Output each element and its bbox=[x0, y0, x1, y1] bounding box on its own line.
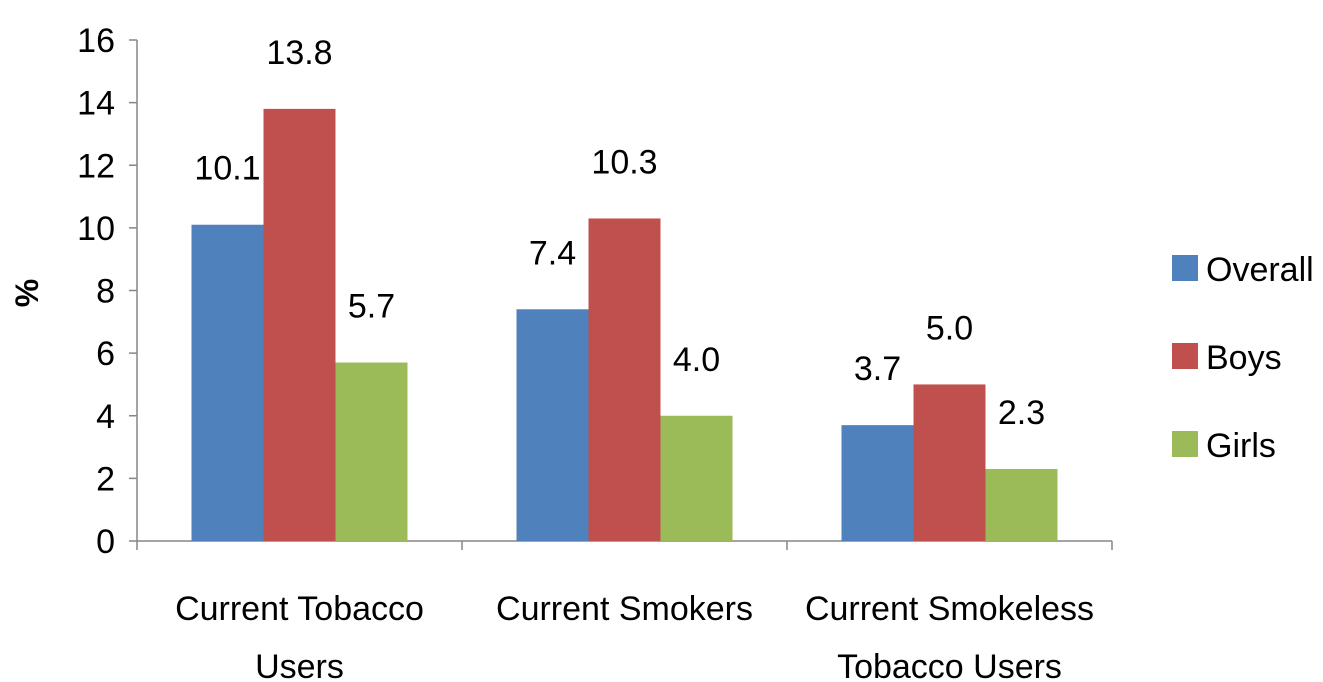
bar-overall bbox=[841, 425, 914, 541]
data-label: 5.0 bbox=[926, 309, 973, 347]
legend: Overall Boys Girls bbox=[1172, 251, 1314, 465]
bars bbox=[191, 108, 1058, 541]
bar-girls bbox=[985, 468, 1058, 541]
x-category-label: Current Smokeless bbox=[805, 590, 1094, 628]
y-tick-label: 14 bbox=[77, 85, 115, 123]
bar-boys bbox=[913, 384, 986, 541]
legend-label: Boys bbox=[1206, 339, 1282, 377]
bar-girls bbox=[335, 362, 408, 541]
legend-label: Overall bbox=[1206, 251, 1314, 289]
y-tick-label: 8 bbox=[96, 273, 115, 311]
legend-swatch-boys bbox=[1172, 343, 1198, 369]
data-label: 3.7 bbox=[854, 350, 901, 388]
bar-overall bbox=[516, 309, 589, 541]
data-labels: 10.1 13.8 5.7 7.4 10.3 4.0 3.7 5.0 2.3 bbox=[194, 34, 1045, 432]
x-category-label: Current Smokers bbox=[496, 590, 753, 628]
data-label: 7.4 bbox=[529, 234, 576, 272]
x-category-label: Tobacco Users bbox=[837, 648, 1062, 682]
data-label: 4.0 bbox=[673, 341, 720, 379]
data-label: 10.1 bbox=[194, 150, 260, 188]
y-tick-label: 2 bbox=[96, 460, 115, 498]
legend-swatch-overall bbox=[1172, 255, 1198, 281]
y-tick-label: 0 bbox=[96, 523, 115, 561]
y-tick-label: 10 bbox=[77, 210, 115, 248]
legend-label: Girls bbox=[1206, 427, 1276, 465]
bar-boys bbox=[263, 108, 336, 541]
data-label: 13.8 bbox=[266, 34, 332, 72]
data-label: 10.3 bbox=[591, 143, 657, 181]
x-category-label: Current Tobacco bbox=[175, 590, 424, 628]
data-label: 5.7 bbox=[348, 288, 395, 326]
bar-boys bbox=[588, 218, 661, 541]
y-axis: 0 2 4 6 8 10 12 14 16 bbox=[77, 22, 138, 561]
y-tick-label: 16 bbox=[77, 22, 115, 60]
x-axis bbox=[136, 540, 1113, 550]
y-tick-label: 6 bbox=[96, 335, 115, 373]
y-tick-label: 4 bbox=[96, 398, 115, 436]
legend-swatch-girls bbox=[1172, 431, 1198, 457]
y-tick-label: 12 bbox=[77, 147, 115, 185]
bar-overall bbox=[191, 224, 264, 541]
x-category-label: Users bbox=[255, 648, 344, 682]
category-labels: Current Tobacco Users Current Smokers Curre… bbox=[175, 590, 1094, 682]
y-axis-label: % bbox=[9, 279, 45, 307]
data-label: 2.3 bbox=[998, 394, 1045, 432]
bar-girls bbox=[660, 415, 733, 541]
